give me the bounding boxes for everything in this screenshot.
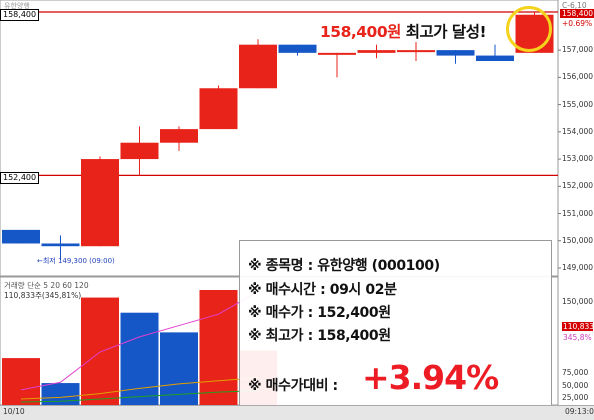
top-right-pct-label: +0.69% xyxy=(562,19,593,28)
candle-body xyxy=(278,44,317,53)
info-return-label: ※ 매수가대비 : xyxy=(248,378,338,394)
info-high-price: ※ 최고가 : 158,400원 xyxy=(248,328,391,344)
highlight-circle xyxy=(506,6,552,52)
candle-body xyxy=(81,159,119,247)
candle-body xyxy=(318,52,356,55)
candle-body xyxy=(41,243,80,247)
candle-body xyxy=(120,142,159,160)
candle-body xyxy=(436,50,475,56)
info-buy-time: ※ 매수시간 : 09시 02분 xyxy=(248,282,397,298)
price-axis-tick: 153,000 xyxy=(562,154,594,164)
ma20-line xyxy=(20,377,259,400)
candle-body xyxy=(160,129,198,143)
callout-price: 158,400원 xyxy=(320,23,401,41)
volume-bar xyxy=(81,297,119,405)
info-buy-price: ※ 매수가 : 152,400원 xyxy=(248,305,391,321)
volume-value-tag: 110,833 xyxy=(562,322,594,331)
volume-bar xyxy=(2,358,40,405)
ma5-line xyxy=(20,291,259,391)
ma60-line xyxy=(20,390,259,403)
callout-text: 최고가 달성! xyxy=(400,23,487,41)
upper-price-line-label: 158,400 xyxy=(0,9,40,21)
top-right-c-label: C-6,10 xyxy=(562,1,587,10)
volume-panel-title: 거래량 단순 5 20 60 120 xyxy=(4,281,89,290)
top-right-price-tag: 158,400 xyxy=(560,9,594,18)
info-return-value: +3.94% xyxy=(362,358,499,397)
volume-bar xyxy=(160,332,198,405)
vol-axis-label: 150,000 xyxy=(562,297,594,306)
price-axis-tick: 151,000 xyxy=(562,208,594,218)
candle-body xyxy=(476,55,514,62)
price-axis-tick: 154,000 xyxy=(562,126,594,136)
price-axis-tick: 156,000 xyxy=(562,72,594,82)
price-axis-tick: 152,000 xyxy=(562,181,594,191)
candle-body xyxy=(239,44,277,89)
volume-bar xyxy=(120,312,159,405)
volume-panel-subtitle: 110,833주(345,81%) xyxy=(4,291,82,300)
price-axis-tick: 149,000 xyxy=(562,263,594,272)
candle-body xyxy=(357,50,396,53)
stock-name-label: 유한양행 xyxy=(4,2,30,10)
candle-body xyxy=(2,229,40,244)
price-axis-tick: 157,000 xyxy=(562,45,594,55)
date-label: 10/10 xyxy=(3,407,25,416)
callout-banner: 158,400원 최고가 달성! xyxy=(320,20,487,42)
price-axis-tick: 155,000 xyxy=(562,99,594,109)
volume-pct-tag: 345,8% xyxy=(562,333,593,342)
volume-bar xyxy=(41,383,80,405)
time-label: 09:13:00 xyxy=(565,407,594,416)
low-price-marker: ←최저 149,300 (09:00) xyxy=(37,257,115,265)
vol-axis-label: 50,000 xyxy=(562,381,589,390)
vol-axis-label: 75,000 xyxy=(562,368,589,377)
trade-info-box: ※ 종목명 : 유한양행 (000100) ※ 매수시간 : 09시 02분 ※… xyxy=(239,240,552,410)
info-stock-name: ※ 종목명 : 유한양행 (000100) xyxy=(248,258,440,274)
candle-body xyxy=(397,50,435,53)
candle-body xyxy=(199,88,238,130)
volume-bar xyxy=(199,290,238,405)
vol-axis-label: 25,000 xyxy=(562,393,589,402)
lower-price-line-label: 152,400 xyxy=(0,172,40,184)
time-axis-bar[interactable] xyxy=(0,405,594,420)
price-axis-tick: 150,000 xyxy=(562,235,594,245)
